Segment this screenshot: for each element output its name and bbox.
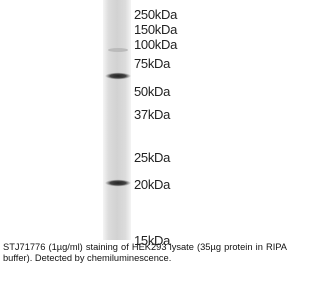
marker-label: 37kDa	[134, 108, 170, 121]
marker-label: 100kDa	[134, 38, 177, 51]
marker-label: 20kDa	[134, 178, 170, 191]
lane	[103, 0, 131, 240]
figure: STJ71776 (1µg/ml) staining of HEK293 lys…	[0, 0, 291, 284]
marker-label: 150kDa	[134, 23, 177, 36]
marker-label: 15kDa	[134, 234, 170, 247]
faint-band	[108, 48, 128, 52]
marker-label: 50kDa	[134, 85, 170, 98]
marker-label: 250kDa	[134, 8, 177, 21]
marker-label: 25kDa	[134, 151, 170, 164]
marker-label: 75kDa	[134, 57, 170, 70]
band	[105, 180, 131, 187]
band	[105, 73, 131, 80]
